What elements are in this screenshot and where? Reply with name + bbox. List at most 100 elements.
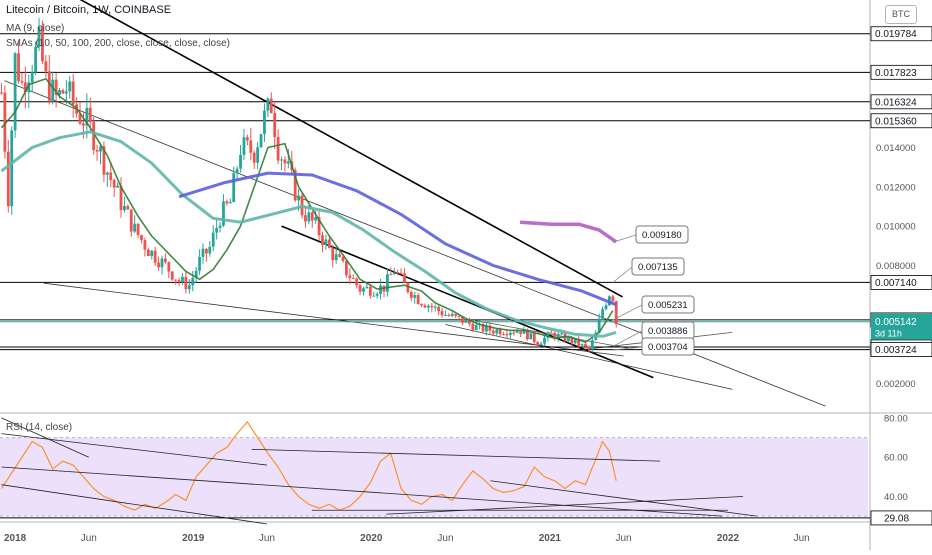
time-tick-label: Jun bbox=[437, 533, 453, 544]
candle-body bbox=[560, 333, 563, 335]
callout-label: 0.007135 bbox=[638, 262, 678, 273]
candle-body bbox=[348, 275, 352, 279]
trend-line bbox=[475, 320, 629, 349]
candle-body bbox=[256, 147, 260, 163]
candle-body bbox=[529, 333, 533, 340]
candle-body bbox=[375, 293, 379, 296]
candle-body bbox=[30, 72, 34, 83]
candle-body bbox=[488, 325, 492, 331]
callout-leader bbox=[612, 346, 643, 351]
candle-body bbox=[283, 159, 287, 164]
candle-body bbox=[218, 225, 222, 228]
candle-body bbox=[293, 170, 297, 201]
candle-body bbox=[174, 279, 178, 281]
candle-body bbox=[508, 332, 512, 335]
candle-body bbox=[321, 235, 324, 245]
candle-body bbox=[454, 314, 458, 316]
candle-body bbox=[532, 333, 536, 343]
currency-button[interactable]: BTC bbox=[885, 5, 917, 24]
candle-body bbox=[129, 209, 133, 232]
candle-body bbox=[160, 258, 164, 268]
time-tick-label: 2019 bbox=[182, 533, 205, 544]
current-price-label: 0.005142 bbox=[875, 317, 917, 328]
candle-body bbox=[481, 324, 485, 332]
candle-body bbox=[37, 26, 41, 47]
callout-box bbox=[641, 337, 695, 356]
price-tick-label: 0.010000 bbox=[876, 222, 916, 233]
candle-body bbox=[146, 249, 150, 257]
candle-body bbox=[82, 123, 85, 126]
candle-body bbox=[177, 280, 181, 283]
candle-body bbox=[17, 53, 20, 82]
trend-line bbox=[281, 225, 654, 379]
time-tick-label: Jun bbox=[259, 533, 275, 544]
candle-body bbox=[280, 159, 283, 161]
candle-body bbox=[519, 331, 523, 334]
candle-body bbox=[386, 274, 389, 292]
candle-body bbox=[102, 146, 106, 175]
candle-body bbox=[88, 107, 92, 122]
candle-body bbox=[368, 286, 372, 296]
candle-body bbox=[444, 315, 447, 317]
rsi-current-label: 29.08 bbox=[884, 513, 909, 524]
candle-body bbox=[474, 324, 478, 331]
callout-label: 0.009180 bbox=[642, 230, 682, 241]
time-tick-label: Jun bbox=[794, 533, 810, 544]
candle-body bbox=[208, 246, 212, 254]
level-label: 0.015360 bbox=[875, 116, 917, 127]
candle-body bbox=[140, 235, 143, 241]
candle-body bbox=[471, 323, 475, 331]
candle-body bbox=[543, 337, 546, 344]
candle-body bbox=[198, 256, 201, 271]
candle-body bbox=[105, 172, 109, 175]
callout-leader bbox=[612, 304, 643, 321]
candle-body bbox=[324, 239, 328, 245]
level-label-box bbox=[870, 94, 932, 110]
candle-body bbox=[164, 258, 167, 263]
candle-body bbox=[126, 206, 130, 210]
candle-body bbox=[334, 254, 338, 261]
candle-body bbox=[567, 337, 570, 342]
rsi-trend-line bbox=[490, 480, 757, 517]
candle-body bbox=[78, 113, 82, 124]
candle-body bbox=[457, 315, 461, 317]
candle-body bbox=[447, 315, 451, 317]
candle-body bbox=[286, 161, 290, 164]
candle-body bbox=[597, 318, 601, 333]
candle-body bbox=[341, 256, 345, 262]
candle-body bbox=[423, 305, 427, 308]
candle-body bbox=[590, 340, 594, 350]
candle-body bbox=[136, 223, 140, 236]
candle-body bbox=[611, 296, 615, 302]
candle-body bbox=[573, 339, 577, 344]
candle-body bbox=[549, 332, 553, 334]
candle-body bbox=[68, 81, 72, 92]
candle-body bbox=[522, 329, 526, 334]
level-label-box bbox=[870, 113, 932, 129]
candle-body bbox=[314, 217, 318, 221]
time-tick-label: Jun bbox=[615, 533, 631, 544]
callout-label: 0.003704 bbox=[648, 342, 688, 353]
candle-body bbox=[150, 250, 154, 257]
candle-body bbox=[604, 305, 608, 310]
candle-body bbox=[345, 261, 348, 276]
candle-body bbox=[420, 304, 423, 306]
callout-box bbox=[635, 225, 689, 244]
candle-body bbox=[71, 81, 75, 105]
candle-body bbox=[170, 271, 174, 280]
candle-body bbox=[167, 262, 171, 272]
symbol-title: Litecoin / Bitcoin, 1W, COINBASE bbox=[6, 4, 172, 16]
candle-body bbox=[211, 232, 215, 247]
candle-body bbox=[331, 247, 335, 261]
current-price-badge bbox=[871, 313, 932, 340]
candle-body bbox=[245, 137, 249, 141]
candle-body bbox=[194, 270, 198, 278]
rsi-tick-label: 80.00 bbox=[884, 413, 908, 424]
candle-body bbox=[577, 339, 581, 346]
candle-body bbox=[437, 306, 441, 312]
candle-body bbox=[23, 82, 27, 93]
time-tick-label: Jun bbox=[81, 533, 97, 544]
candle-body bbox=[580, 344, 584, 346]
